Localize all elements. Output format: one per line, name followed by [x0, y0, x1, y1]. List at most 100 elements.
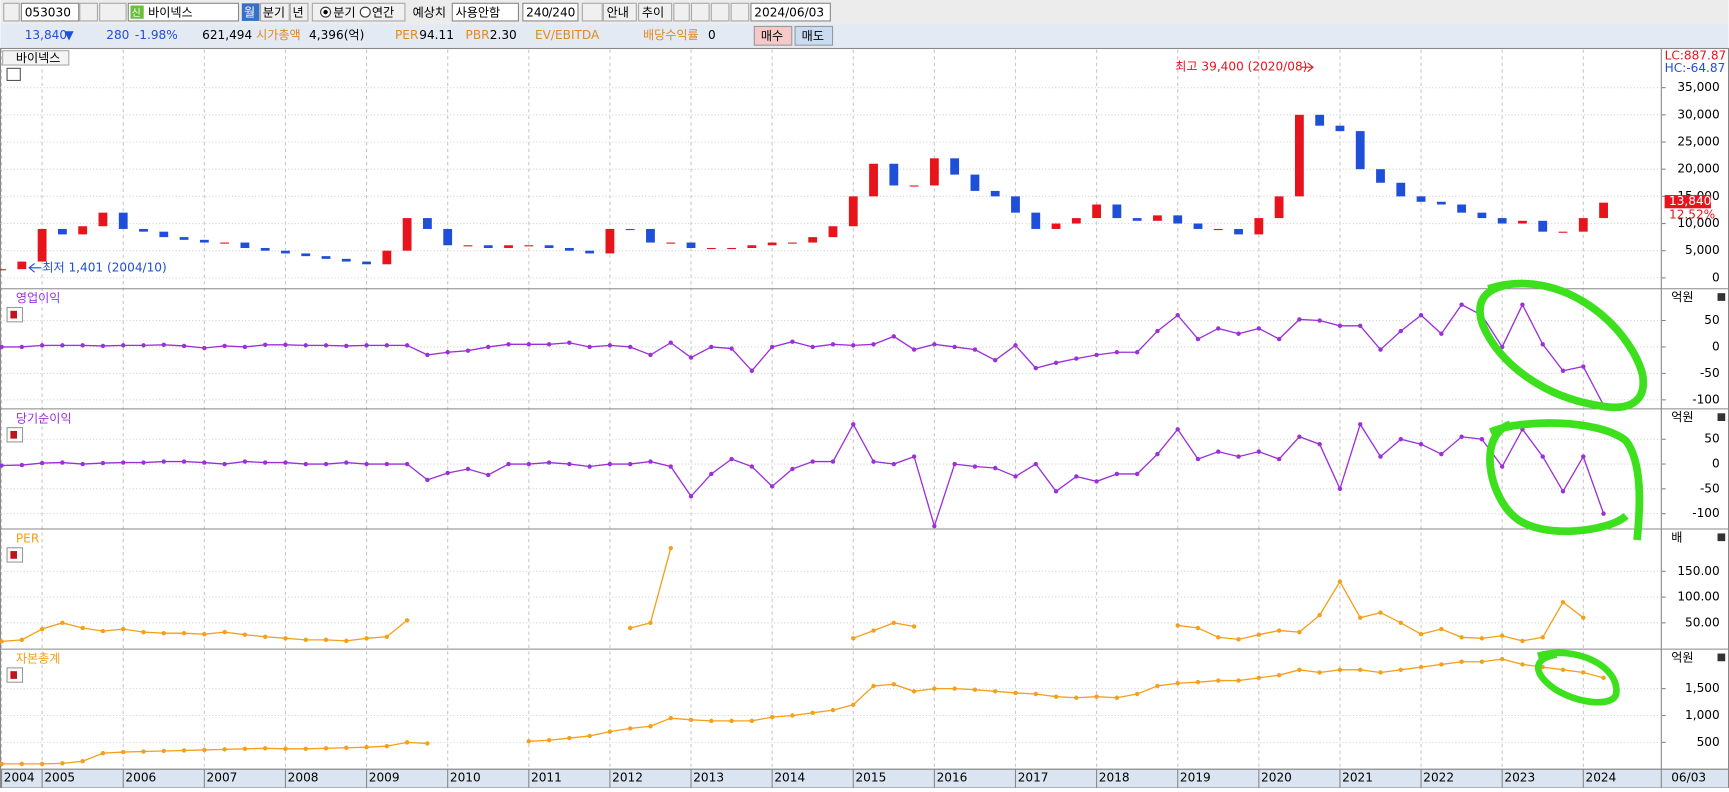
point — [1459, 659, 1464, 664]
candle — [585, 250, 595, 254]
button-label: 안내 — [607, 6, 629, 20]
point — [303, 461, 308, 467]
point — [1216, 635, 1221, 640]
point — [729, 346, 734, 351]
point — [1581, 615, 1586, 620]
count-box[interactable] — [522, 2, 579, 22]
point — [19, 637, 25, 643]
point — [404, 618, 410, 623]
point — [1520, 662, 1525, 667]
point — [121, 343, 126, 348]
settings-button[interactable] — [730, 2, 750, 22]
point — [972, 464, 978, 469]
panel-icon — [6, 67, 21, 82]
point — [141, 343, 146, 348]
alert-button[interactable] — [673, 2, 690, 22]
y-tick-label: 50 — [1704, 432, 1719, 446]
point — [161, 459, 166, 464]
menu-button[interactable] — [3, 2, 20, 22]
x-tick-label: 2004 — [4, 771, 35, 785]
point — [1094, 352, 1099, 358]
point — [384, 461, 390, 467]
point — [384, 343, 390, 348]
candle — [869, 163, 878, 197]
candle — [362, 261, 371, 265]
year-button[interactable] — [289, 2, 309, 22]
buy-button[interactable] — [753, 25, 793, 46]
y-tick-label: 1,000 — [1685, 708, 1720, 722]
code-box[interactable] — [20, 2, 80, 22]
estimate-select[interactable] — [451, 2, 519, 22]
month-button[interactable] — [241, 3, 260, 21]
trend-button[interactable] — [638, 2, 673, 22]
name-box[interactable] — [127, 2, 240, 22]
x-tick-label: 2014 — [774, 771, 805, 785]
point — [648, 724, 653, 729]
point — [1236, 637, 1241, 642]
point — [364, 745, 369, 750]
candle — [1436, 201, 1446, 205]
candle — [17, 261, 27, 270]
point — [1479, 659, 1485, 664]
point — [141, 749, 146, 754]
guide-button[interactable] — [602, 2, 637, 22]
point — [1297, 317, 1302, 322]
x-tick-label: 2010 — [450, 771, 481, 785]
point — [121, 460, 126, 465]
date-box[interactable] — [750, 2, 831, 22]
candle — [483, 245, 493, 248]
badge-bg — [130, 5, 144, 19]
point — [1317, 670, 1322, 675]
point — [607, 729, 613, 734]
point — [1236, 331, 1241, 336]
sell-button[interactable] — [794, 25, 834, 46]
point — [222, 747, 227, 752]
point — [1256, 675, 1262, 681]
quarter-button[interactable] — [259, 2, 290, 22]
y-tick-label: -50 — [1700, 366, 1720, 380]
point — [891, 620, 897, 626]
point — [344, 343, 349, 349]
radio[interactable] — [359, 6, 371, 18]
x-tick-label: 2005 — [44, 771, 75, 785]
candle — [1193, 223, 1203, 229]
button-label: 추이 — [642, 6, 664, 20]
point — [1074, 474, 1079, 479]
point — [425, 352, 430, 358]
candle — [321, 256, 331, 259]
point — [39, 343, 45, 348]
point — [546, 342, 552, 347]
point — [384, 743, 390, 749]
point — [830, 342, 836, 347]
point — [891, 334, 897, 339]
point — [222, 629, 227, 635]
search-button[interactable] — [79, 2, 98, 22]
point — [1601, 675, 1606, 681]
candle — [686, 242, 696, 248]
candle — [179, 237, 189, 240]
save-button[interactable] — [710, 2, 730, 22]
point — [262, 342, 268, 348]
point — [1134, 471, 1140, 477]
point — [769, 344, 775, 350]
point — [1499, 633, 1505, 638]
tool-button[interactable] — [690, 2, 710, 22]
point — [445, 350, 450, 355]
point — [1256, 449, 1262, 454]
pbr: 2.30 — [490, 28, 517, 42]
candle — [139, 228, 148, 232]
point — [1439, 626, 1444, 632]
panel-close — [1717, 653, 1726, 662]
point — [303, 343, 308, 348]
y-tick-label: 10,000 — [1677, 216, 1719, 230]
point — [0, 463, 4, 468]
candle — [382, 250, 392, 265]
candle — [1173, 215, 1183, 224]
point — [364, 343, 369, 348]
point — [1256, 632, 1262, 637]
point — [80, 758, 85, 764]
point — [627, 461, 633, 467]
sound-button[interactable] — [99, 2, 127, 22]
zoom-button[interactable] — [581, 2, 603, 22]
